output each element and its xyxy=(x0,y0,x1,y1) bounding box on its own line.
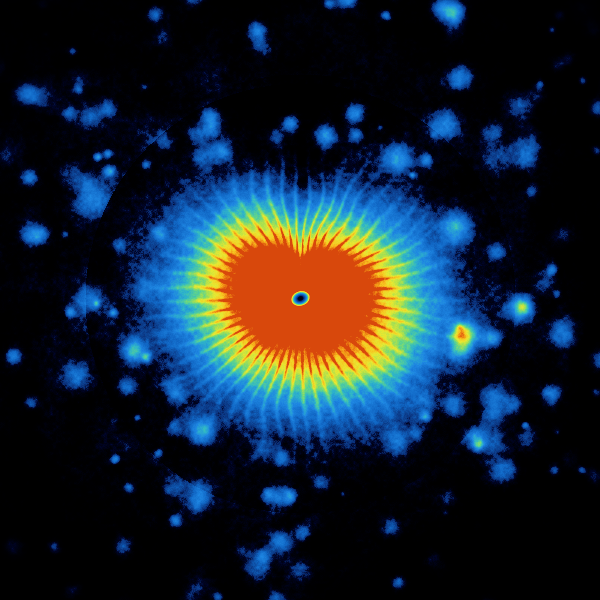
scientific-heatmap-canvas xyxy=(0,0,600,600)
image-viewport: Radial butterfly-shaped emission halo wi… xyxy=(0,0,600,600)
